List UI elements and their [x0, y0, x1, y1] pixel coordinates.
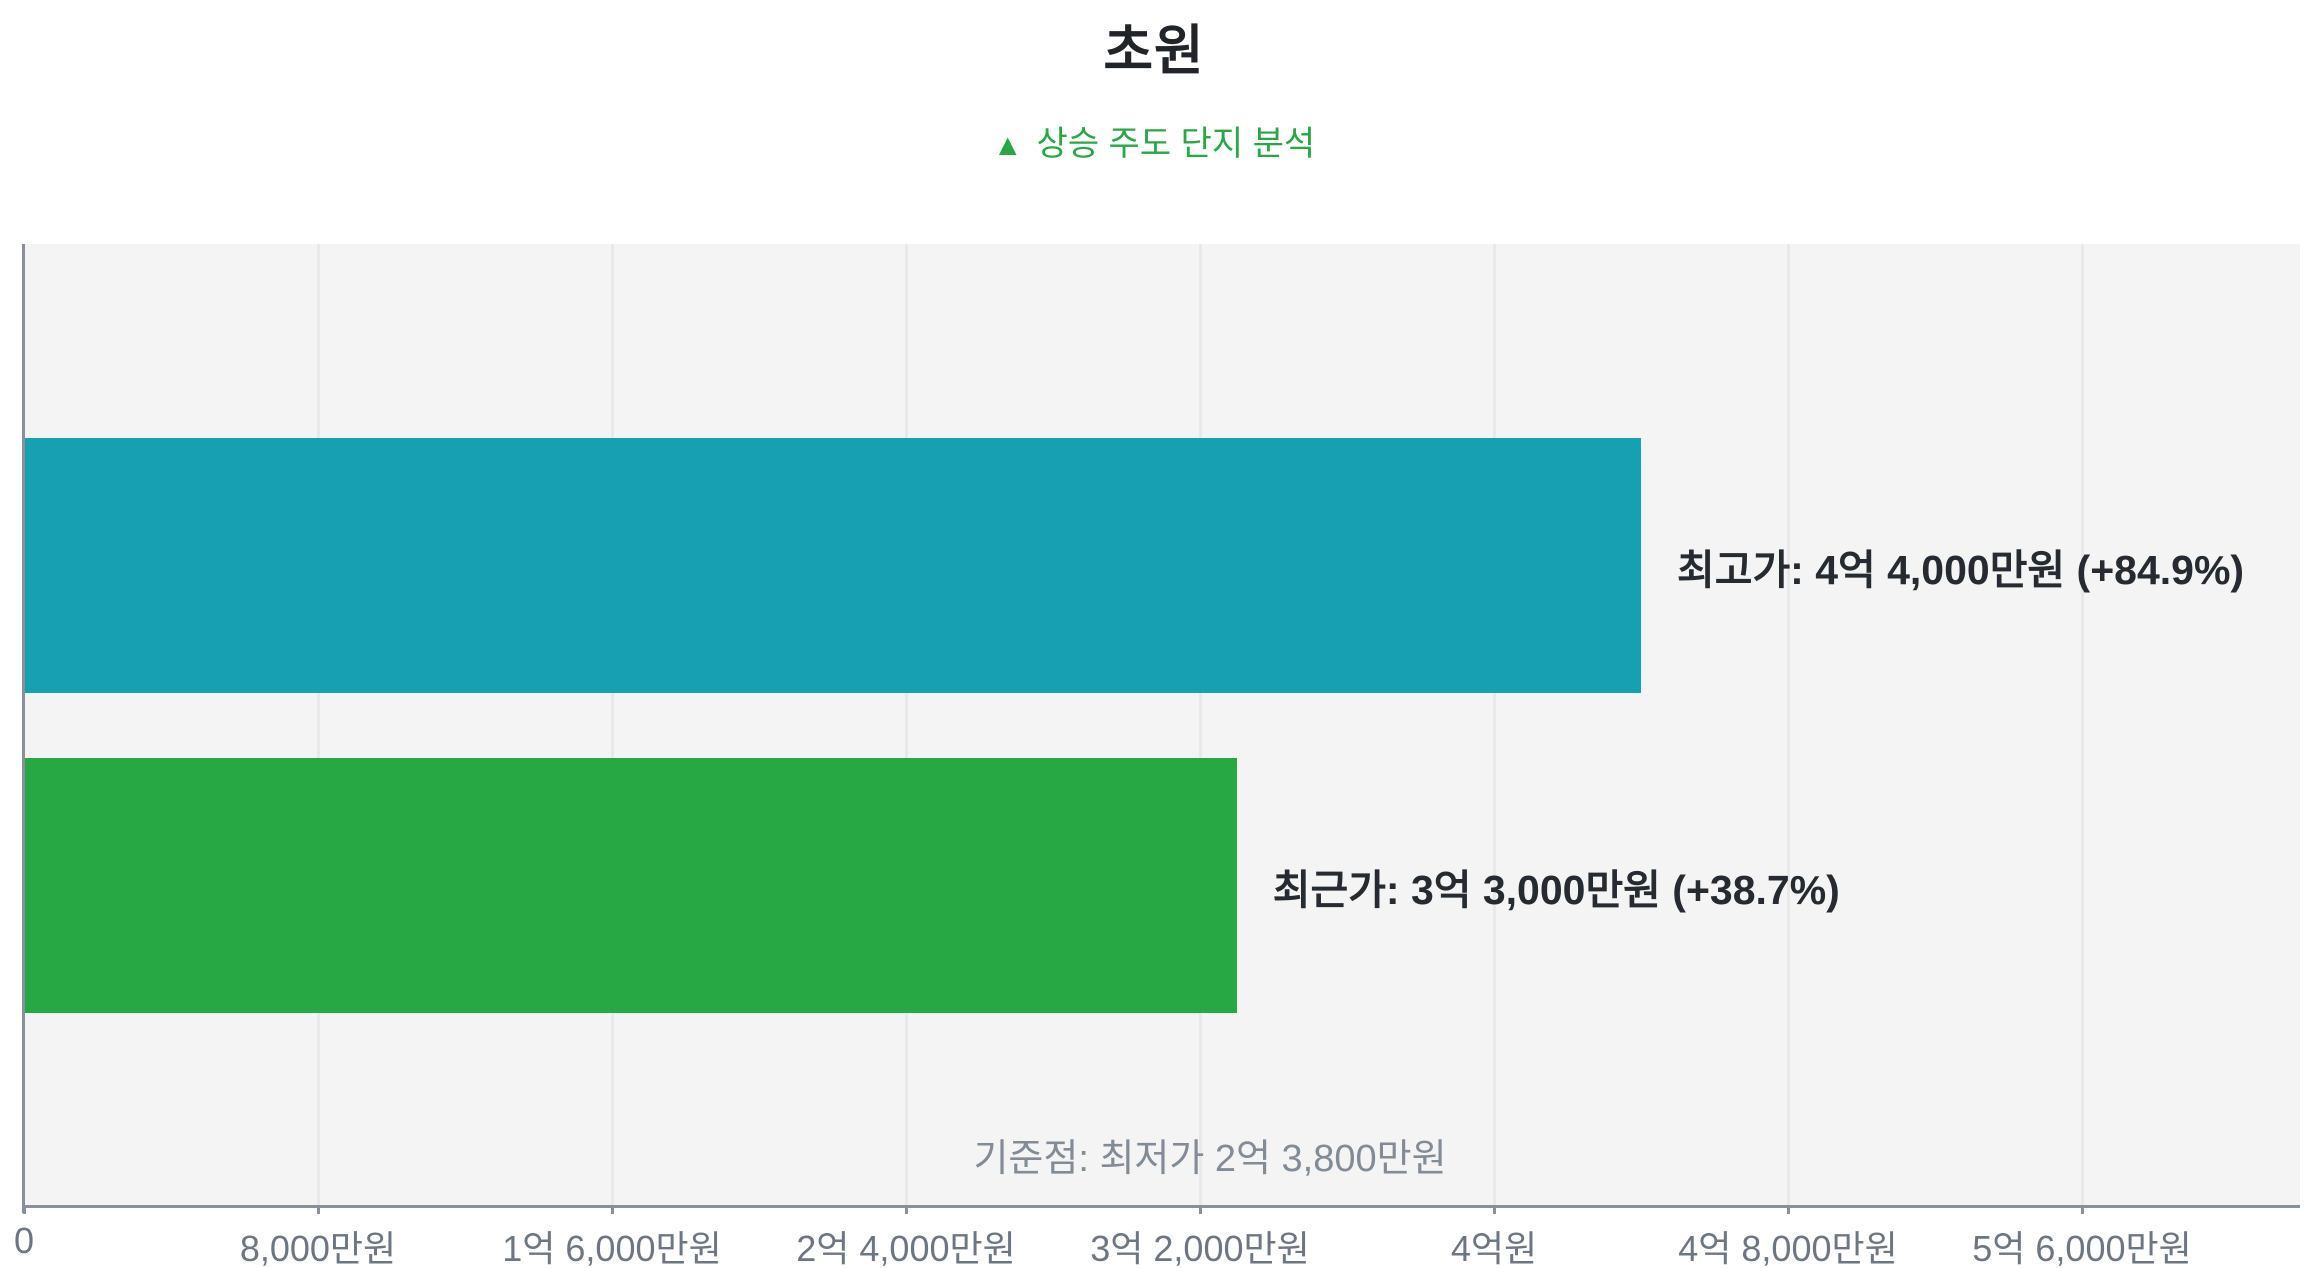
bar-label-highest-price: 최고가: 4억 4,000만원 (+84.9%): [1677, 546, 2245, 593]
x-tick-mark: [904, 1205, 908, 1214]
x-tick-mark: [610, 1205, 614, 1214]
grid-line: [904, 244, 908, 1205]
x-tick-label: 4억 8,000만원: [1678, 1228, 1898, 1268]
x-tick-label: 2억 4,000만원: [796, 1228, 1016, 1268]
bar-recent-price: [24, 758, 1237, 1013]
grid-line: [1492, 244, 1496, 1205]
bar-label-recent-price: 최근가: 3억 3,000만원 (+38.7%): [1272, 866, 1840, 913]
x-tick-label: 0: [13, 1220, 35, 1261]
x-tick-label: 4억원: [1450, 1228, 1538, 1268]
x-tick-mark: [316, 1205, 320, 1214]
x-tick-mark: [1198, 1205, 1202, 1214]
up-triangle-icon: ▲: [992, 129, 1023, 162]
grid-line: [1198, 244, 1202, 1205]
grid-line: [1786, 244, 1790, 1205]
x-tick-label: 3억 2,000만원: [1090, 1228, 1310, 1268]
bar-highest-price: [24, 438, 1641, 693]
chart-subtitle: ▲ 상승 주도 단지 분석: [0, 116, 2308, 165]
chart-subtitle-text: 상승 주도 단지 분석: [1036, 125, 1316, 163]
plot-area: 최고가: 4억 4,000만원 (+84.9%) 최근가: 3억 3,000만원 …: [24, 244, 2300, 1205]
grid-line: [316, 244, 320, 1205]
x-tick-label: 8,000만원: [239, 1228, 397, 1268]
x-tick-label: 5억 6,000만원: [1972, 1228, 2192, 1268]
x-tick-mark: [2080, 1205, 2084, 1214]
grid-line: [610, 244, 614, 1205]
y-axis-line: [22, 244, 25, 1213]
x-tick-label: 1억 6,000만원: [502, 1228, 722, 1268]
baseline-annotation: 기준점: 최저가 2억 3,800만원: [973, 1138, 1447, 1180]
x-tick-mark: [1492, 1205, 1496, 1214]
x-tick-mark: [1786, 1205, 1790, 1214]
grid-line: [2080, 244, 2084, 1205]
x-tick-mark: [22, 1205, 26, 1214]
x-axis-line: [24, 1205, 2300, 1208]
chart-title: 초원: [1103, 21, 1205, 81]
